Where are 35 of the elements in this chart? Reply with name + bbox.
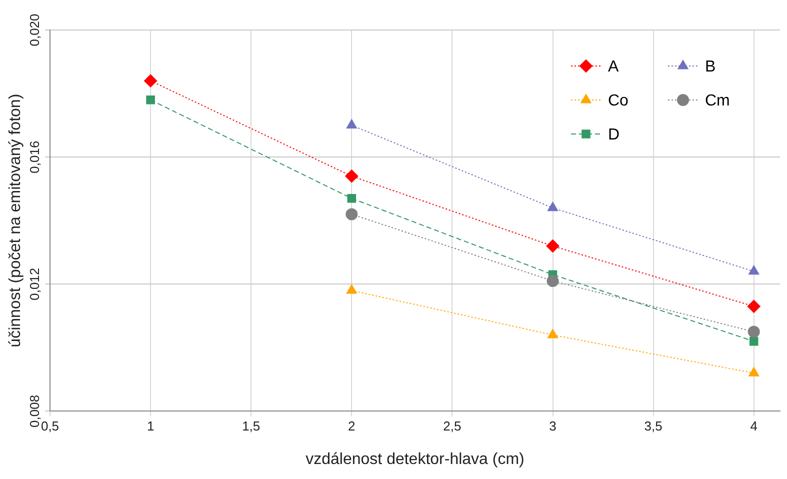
legend-label: B xyxy=(705,58,716,76)
point xyxy=(748,326,760,338)
point xyxy=(547,202,558,212)
point xyxy=(546,274,559,287)
legend-label: D xyxy=(608,126,620,144)
point xyxy=(146,96,155,104)
point xyxy=(547,328,558,338)
y-tick-label: 0,020 xyxy=(27,14,42,46)
point xyxy=(346,284,357,294)
x-tick-label: 2,5 xyxy=(443,418,462,434)
x-tick-label: 4 xyxy=(750,418,758,434)
point xyxy=(345,170,358,183)
point xyxy=(748,265,760,275)
x-axis-title: vzdálenost detektor-hlava (cm) xyxy=(306,450,524,468)
legend-label: A xyxy=(608,58,619,76)
x-tick-label: 2 xyxy=(348,418,356,434)
x-tick-label: 0,5 xyxy=(40,418,60,434)
point xyxy=(546,240,560,253)
y-tick-label: 0,016 xyxy=(27,140,42,174)
y-axis-title: účinnost (počet na emitovaný foton) xyxy=(7,94,24,348)
point xyxy=(346,208,358,220)
point xyxy=(747,300,760,313)
legend-label: Co xyxy=(608,92,629,110)
point xyxy=(748,367,760,376)
point xyxy=(749,336,758,346)
x-tick-label: 1 xyxy=(146,418,154,434)
point xyxy=(347,194,356,203)
y-tick-label: 0,008 xyxy=(27,394,42,428)
x-tick-label: 3,5 xyxy=(644,418,662,434)
legend-label: Cm xyxy=(705,92,730,110)
point xyxy=(346,119,357,129)
x-tick-label: 3 xyxy=(549,418,556,434)
y-tick-label: 0,012 xyxy=(27,268,42,300)
x-tick-label: 1,5 xyxy=(242,418,260,434)
point xyxy=(144,74,158,88)
